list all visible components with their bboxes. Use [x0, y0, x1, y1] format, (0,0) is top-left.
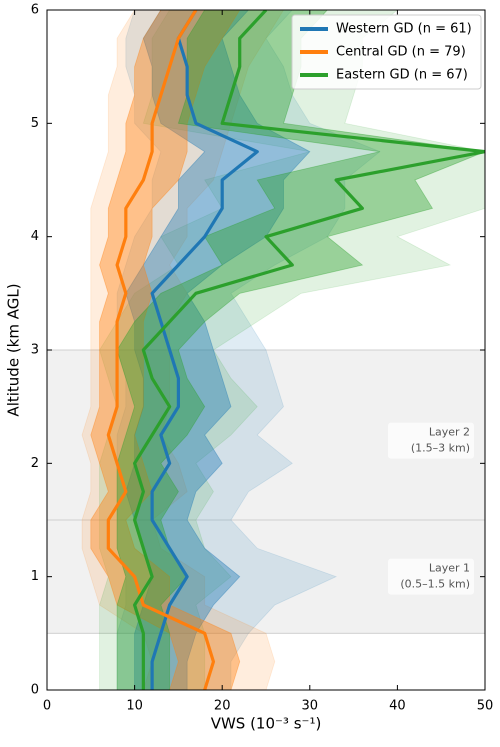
spread-band — [99, 10, 485, 690]
spread-band — [81, 10, 284, 690]
y-tick-label: 5 — [31, 116, 39, 131]
y-tick-label: 0 — [31, 683, 39, 698]
legend-box — [291, 14, 482, 90]
spread-band — [125, 10, 311, 690]
y-tick-label: 2 — [31, 456, 39, 471]
layer-label: (0.5–1.5 km) — [400, 578, 470, 591]
y-tick-label: 6 — [31, 3, 39, 18]
legend-label: Eastern GD (n = 67) — [336, 68, 468, 83]
layer-label: Layer 1 — [429, 562, 470, 575]
x-axis-label: VWS (10⁻³ s⁻¹) — [211, 715, 322, 733]
spread-band — [116, 10, 485, 690]
x-tick-label: 20 — [214, 699, 231, 714]
y-tick-label: 1 — [31, 569, 39, 584]
x-tick-label: 40 — [389, 699, 406, 714]
x-tick-label: 30 — [302, 699, 319, 714]
y-tick-label: 4 — [31, 229, 39, 244]
layer-label-box — [388, 558, 474, 595]
y-tick-label: 3 — [31, 343, 39, 358]
axes-group: Layer 1(0.5–1.5 km)Layer 2(1.5–3 km)0 10 2… — [31, 3, 494, 714]
spread-band — [116, 10, 381, 690]
y-axis-label: Altitude (km AGL) — [5, 283, 23, 416]
median-line — [106, 10, 216, 690]
median-line — [150, 10, 259, 690]
x-tick-label: 0 — [43, 699, 51, 714]
x-tick-label: 10 — [126, 699, 143, 714]
x-tick-label: 50 — [477, 699, 494, 714]
data-group — [81, 10, 485, 690]
layer-label: Layer 2 — [429, 426, 470, 439]
median-line — [133, 10, 485, 690]
legend-label: Western GD (n = 61) — [336, 22, 472, 37]
layer-label-box — [388, 422, 474, 459]
layer-label: (1.5–3 km) — [411, 442, 470, 455]
legend-label: Central GD (n = 79) — [336, 45, 466, 60]
